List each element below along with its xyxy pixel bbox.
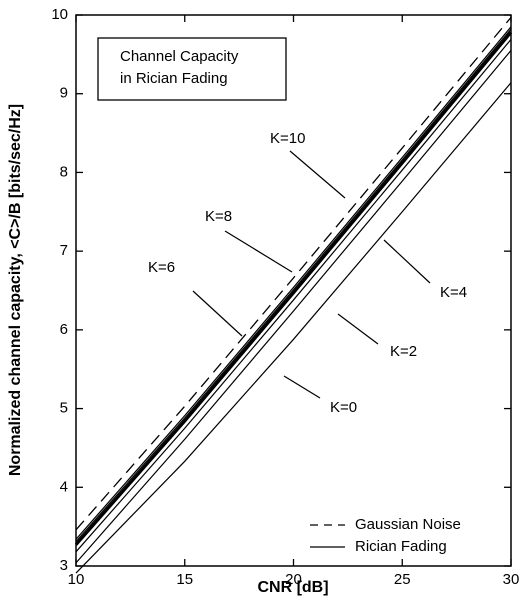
leader-line — [337, 313, 379, 345]
series-line — [75, 26, 512, 540]
y-tick-label: 5 — [60, 400, 68, 417]
leader-line — [224, 230, 293, 273]
x-tick-label: 10 — [68, 571, 85, 588]
series-line — [75, 82, 512, 574]
chart-title-line: in Rician Fading — [120, 70, 228, 87]
series-line — [75, 28, 512, 542]
curve-label: K=6 — [148, 259, 175, 276]
series-line — [75, 39, 512, 553]
series-line — [74, 31, 513, 546]
x-tick-label: 20 — [285, 571, 302, 588]
x-axis-title: CNR [dB] — [257, 579, 328, 596]
curve-label: K=4 — [440, 284, 467, 301]
leader-line — [383, 239, 431, 284]
legend-label: Gaussian Noise — [355, 516, 461, 533]
curve-label: K=8 — [205, 208, 232, 225]
y-tick-label: 8 — [60, 163, 68, 180]
leader-line — [283, 375, 321, 399]
y-axis-title: Normalized channel capacity, <C>/B [bits… — [7, 104, 24, 476]
x-tick-label: 30 — [503, 571, 520, 588]
series-line — [75, 16, 512, 531]
curve-label: K=0 — [330, 399, 357, 416]
y-tick-label: 7 — [60, 242, 68, 259]
x-tick-label: 15 — [176, 571, 193, 588]
leader-line — [289, 150, 346, 199]
y-tick-label: 10 — [51, 6, 68, 23]
y-tick-label: 6 — [60, 321, 68, 338]
leader-line — [192, 290, 243, 337]
x-tick-label: 25 — [394, 571, 411, 588]
curve-label: K=2 — [390, 343, 417, 360]
y-tick-label: 9 — [60, 85, 68, 102]
chart-title-line: Channel Capacity — [120, 48, 239, 65]
legend-label: Rician Fading — [355, 538, 447, 555]
title-box — [97, 37, 287, 101]
y-tick-label: 4 — [60, 478, 68, 495]
curve-label: K=10 — [270, 130, 305, 147]
series-line — [75, 50, 512, 564]
y-tick-label: 3 — [60, 557, 68, 574]
